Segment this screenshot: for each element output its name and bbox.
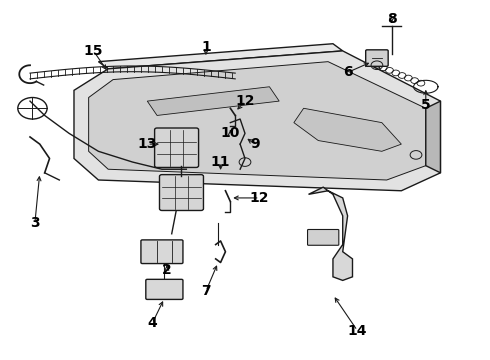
Polygon shape xyxy=(309,187,352,280)
FancyBboxPatch shape xyxy=(308,229,339,245)
Text: 10: 10 xyxy=(220,126,240,140)
FancyBboxPatch shape xyxy=(155,128,198,167)
Text: 1: 1 xyxy=(201,40,211,54)
Polygon shape xyxy=(294,108,401,151)
Polygon shape xyxy=(74,51,441,191)
Polygon shape xyxy=(147,87,279,116)
Text: 15: 15 xyxy=(84,44,103,58)
FancyBboxPatch shape xyxy=(366,50,388,66)
Polygon shape xyxy=(426,101,441,173)
Text: 7: 7 xyxy=(201,284,211,298)
Polygon shape xyxy=(98,44,343,69)
Text: 6: 6 xyxy=(343,66,352,80)
Text: 4: 4 xyxy=(147,316,157,330)
FancyBboxPatch shape xyxy=(141,240,183,264)
Text: 8: 8 xyxy=(387,12,396,26)
Text: 9: 9 xyxy=(250,137,260,151)
Text: 12: 12 xyxy=(235,94,255,108)
Text: 14: 14 xyxy=(347,324,367,338)
Text: 13: 13 xyxy=(138,137,157,151)
Polygon shape xyxy=(89,62,426,180)
Text: 2: 2 xyxy=(162,263,171,276)
FancyBboxPatch shape xyxy=(146,279,183,300)
Text: 3: 3 xyxy=(30,216,40,230)
Text: 5: 5 xyxy=(421,98,431,112)
Text: 11: 11 xyxy=(211,155,230,169)
FancyBboxPatch shape xyxy=(159,175,203,211)
Text: 12: 12 xyxy=(250,191,270,205)
